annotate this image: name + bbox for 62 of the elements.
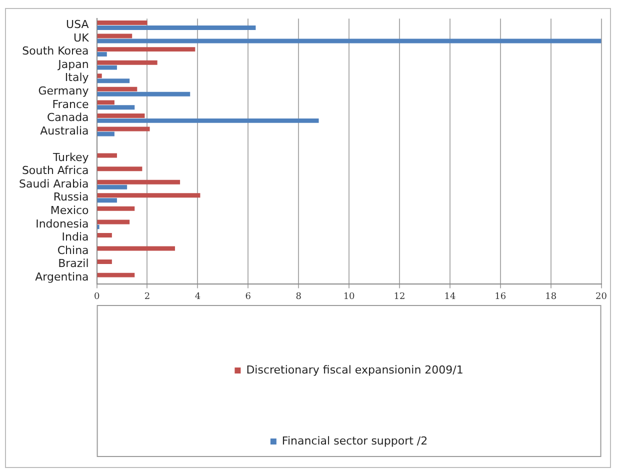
bar <box>97 232 112 238</box>
bar <box>97 65 117 70</box>
x-tick-label: 12 <box>394 292 406 302</box>
y-tick-label: India <box>62 230 89 244</box>
y-tick-label: Russia <box>53 190 89 204</box>
x-tick-label: 8 <box>296 292 302 302</box>
bar <box>97 206 135 211</box>
legend-label: Financial sector support /2 <box>282 434 428 448</box>
x-tick-label: 18 <box>545 292 557 302</box>
y-tick-label: Australia <box>40 124 89 138</box>
y-tick-label: France <box>52 98 90 111</box>
bar <box>97 113 145 118</box>
y-tick-label: South Africa <box>22 164 89 178</box>
y-tick-label: Indonesia <box>36 217 89 230</box>
x-tick-label: 6 <box>245 292 252 302</box>
bar <box>97 193 200 198</box>
bar <box>97 74 102 78</box>
bar <box>97 166 142 172</box>
x-tick-label: 2 <box>144 292 150 302</box>
y-tick-label: USA <box>66 18 90 32</box>
bar <box>97 60 158 65</box>
bar <box>97 180 180 184</box>
y-tick-label: UK <box>74 31 90 44</box>
x-tick-label: 4 <box>194 292 201 302</box>
y-tick-label: South Korea <box>22 44 89 58</box>
bar <box>97 86 138 92</box>
x-tick-label: 0 <box>94 292 100 302</box>
y-tick-label: Turkey <box>52 150 90 164</box>
bar <box>97 246 175 251</box>
y-tick-label: China <box>57 244 89 257</box>
bar <box>97 20 148 25</box>
y-tick-label: Brazil <box>58 257 89 270</box>
bar <box>97 34 132 38</box>
x-tick-label: 14 <box>444 292 456 302</box>
bar <box>97 105 135 110</box>
bar <box>97 153 117 158</box>
bar <box>97 126 150 132</box>
y-tick-label: Saudi Arabia <box>18 177 89 190</box>
y-tick-label: Mexico <box>50 204 90 218</box>
bar <box>97 118 319 123</box>
bar <box>97 78 130 84</box>
bar <box>97 47 196 52</box>
y-tick-label: Japan <box>57 58 89 71</box>
bar <box>97 220 130 224</box>
bar <box>97 198 117 203</box>
bar <box>97 38 602 44</box>
bar <box>97 272 135 278</box>
y-tick-label: Canada <box>46 111 89 124</box>
y-tick-label: Germany <box>38 84 90 98</box>
x-tick-label: 20 <box>596 292 608 302</box>
legend-label: Discretionary fiscal expansionin 2009/1 <box>246 363 464 376</box>
bar <box>97 52 107 57</box>
x-tick-label: 16 <box>494 292 506 302</box>
bar <box>97 260 112 264</box>
bar <box>97 25 256 30</box>
bar <box>97 184 128 190</box>
y-tick-label: Italy <box>64 71 90 84</box>
bar <box>97 132 114 136</box>
bar <box>97 92 190 96</box>
bar <box>97 100 114 105</box>
y-tick-label: Argentina <box>35 270 89 284</box>
x-tick-label: 10 <box>343 292 356 302</box>
